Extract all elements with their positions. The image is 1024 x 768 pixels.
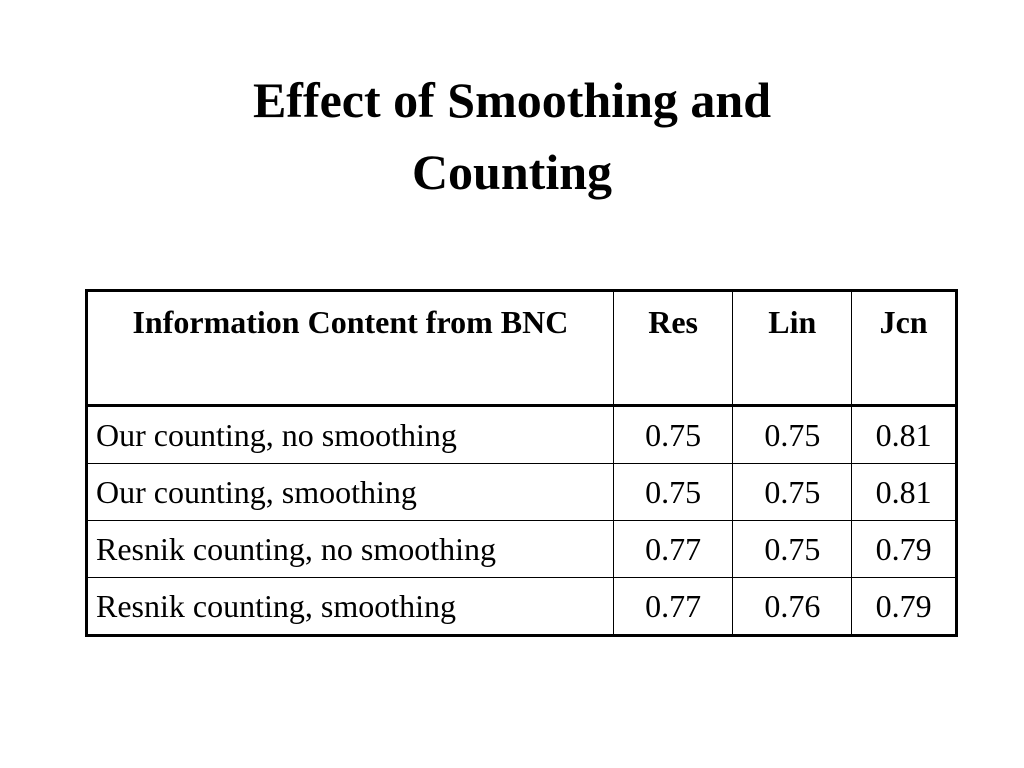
row-label: Our counting, smoothing bbox=[86, 463, 614, 521]
row-label: Our counting, no smoothing bbox=[86, 405, 614, 464]
table-row: Our counting, no smoothing 0.75 0.75 0.81 bbox=[86, 405, 957, 464]
table-row: Resnik counting, no smoothing 0.77 0.75 0.7… bbox=[86, 520, 957, 578]
row-label: Resnik counting, no smoothing bbox=[86, 520, 614, 578]
value-cell: 0.75 bbox=[732, 520, 853, 578]
header-row: Information Content from BNC Res Lin Jcn bbox=[86, 290, 957, 406]
value-cell: 0.75 bbox=[612, 405, 734, 464]
value-cell: 0.75 bbox=[732, 463, 853, 521]
value-cell: 0.81 bbox=[851, 463, 957, 521]
header-cell: Jcn bbox=[851, 290, 957, 406]
table-body: Our counting, no smoothing 0.75 0.75 0.81 Ou… bbox=[86, 405, 957, 636]
header-cell: Lin bbox=[732, 290, 853, 406]
header-cell: Information Content from BNC bbox=[86, 290, 614, 406]
table-header: Information Content from BNC Res Lin Jcn bbox=[86, 290, 957, 406]
value-cell: 0.77 bbox=[612, 520, 734, 578]
value-cell: 0.81 bbox=[851, 405, 957, 464]
header-cell: Res bbox=[612, 290, 734, 406]
slide-title: Effect of Smoothing and Counting bbox=[252, 72, 772, 200]
value-cell: 0.75 bbox=[612, 463, 734, 521]
value-cell: 0.75 bbox=[732, 405, 853, 464]
results-table: Information Content from BNC Res Lin Jcn Ou… bbox=[85, 289, 958, 637]
value-cell: 0.79 bbox=[851, 520, 957, 578]
value-cell: 0.79 bbox=[851, 577, 957, 636]
table-row: Our counting, smoothing 0.75 0.75 0.81 bbox=[86, 463, 957, 521]
row-label: Resnik counting, smoothing bbox=[86, 577, 614, 636]
table-row: Resnik counting, smoothing 0.77 0.76 0.79 bbox=[86, 577, 957, 636]
value-cell: 0.77 bbox=[612, 577, 734, 636]
value-cell: 0.76 bbox=[732, 577, 853, 636]
